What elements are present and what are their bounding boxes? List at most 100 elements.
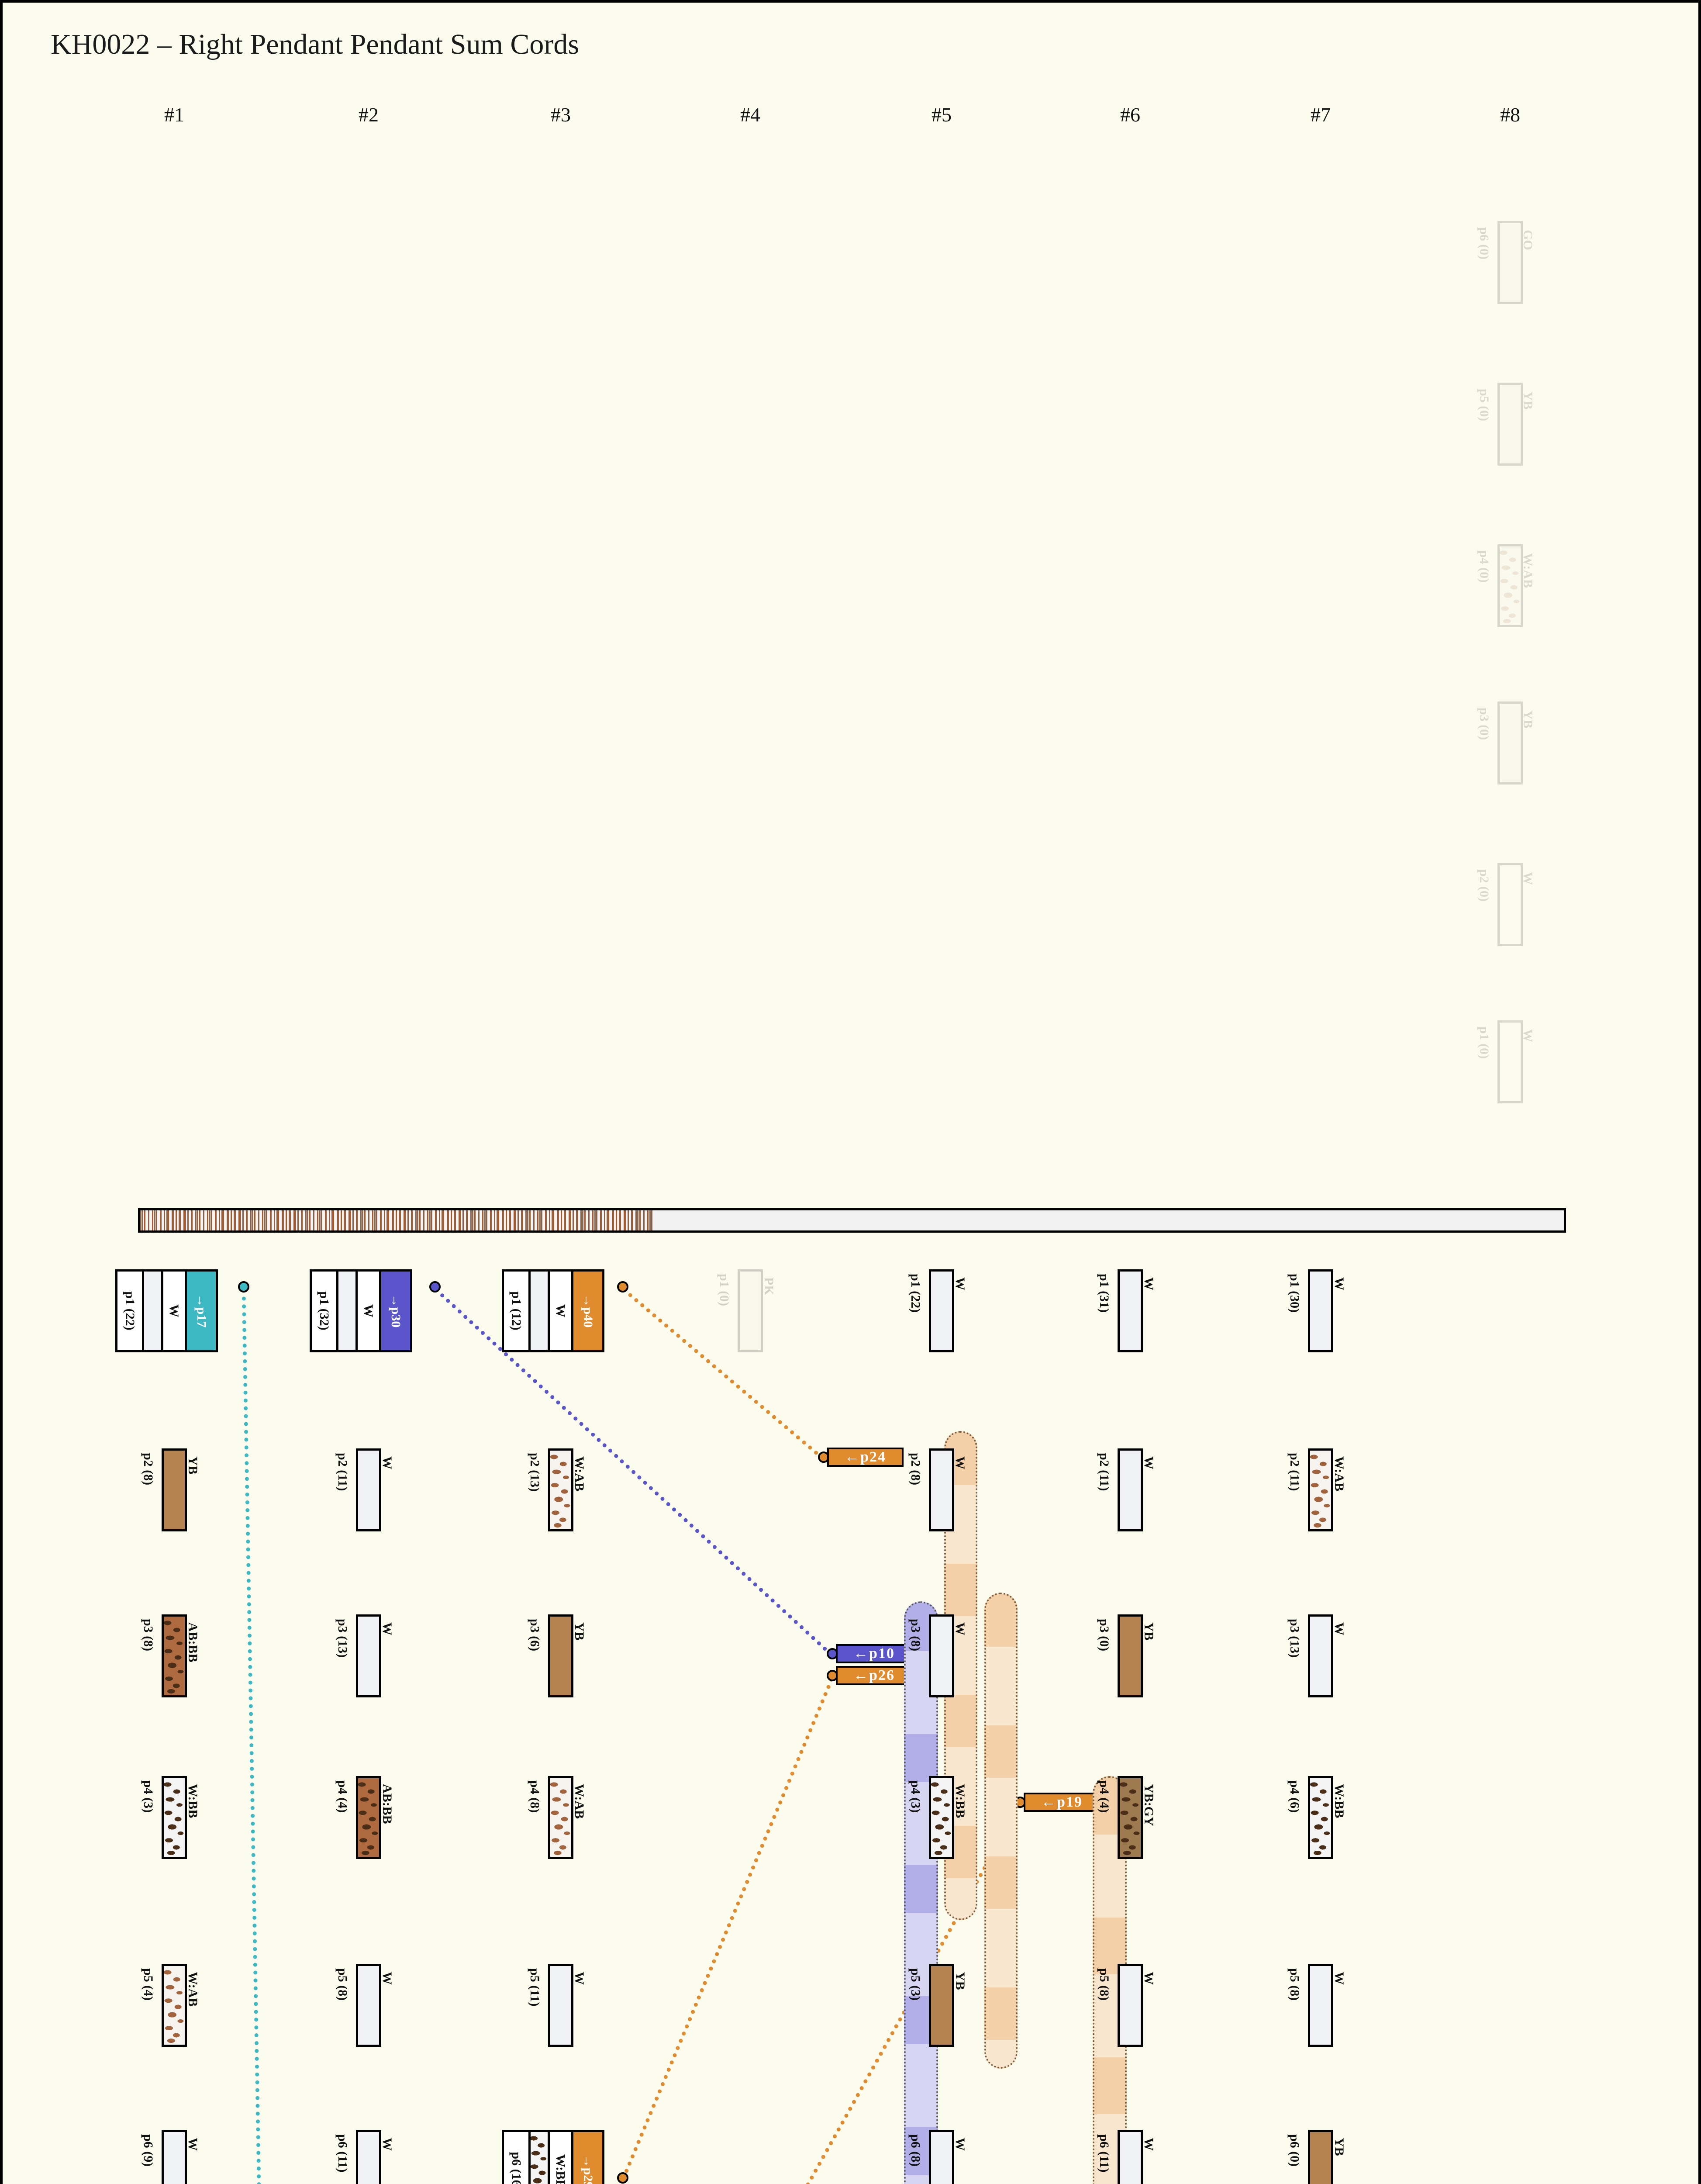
cord-color-code: W: [380, 1456, 394, 1469]
cord-value: p2 (11): [1097, 1453, 1111, 1491]
cord-color-code: W: [163, 1272, 187, 1350]
cord-color-code-text: W: [553, 1304, 568, 1317]
cord-col7-p1[interactable]: p1 (30) W: [1287, 1269, 1346, 1352]
cord-col7-p6[interactable]: p6 (0) YB: [1287, 2130, 1346, 2184]
cord-col6-p6[interactable]: p6 (11) W: [1097, 2130, 1156, 2184]
cord-link-label[interactable]: →p17: [186, 1272, 216, 1350]
cord-col2-p3[interactable]: p3 (13) W: [335, 1614, 394, 1697]
cord-value: p6 (16): [504, 2132, 531, 2184]
cord-box-col3-p6[interactable]: p6 (16) W:BB →p29: [501, 2130, 604, 2184]
cord-col2-p2[interactable]: p2 (11) W: [335, 1448, 394, 1531]
cord-value: p6 (8): [908, 2134, 923, 2167]
cord-col3-p2[interactable]: p2 (13) W:AB: [528, 1448, 587, 1531]
cord-value-text: p6 (16): [509, 2152, 524, 2184]
cord-col1-p5[interactable]: p5 (4) W:AB: [141, 1964, 200, 2047]
cord-box-col3-p1[interactable]: p1 (12) W →p40: [501, 1269, 604, 1352]
cord-value: p3 (13): [1287, 1619, 1302, 1658]
ghost-cord-p2: p2 (0) W: [1477, 863, 1535, 946]
cord-col6-p4[interactable]: p4 (4) YB:GY: [1097, 1776, 1156, 1859]
cord-color-code: YB: [186, 1456, 200, 1475]
cord-box-col2-p1[interactable]: p1 (32) W →p30: [309, 1269, 412, 1352]
cord-link-label[interactable]: →p30: [381, 1272, 410, 1350]
cord-col2-p5[interactable]: p5 (8) W: [335, 1964, 394, 2047]
link-chip-p10[interactable]: ←p10: [836, 1644, 912, 1663]
cord-swatch: [548, 1614, 573, 1697]
ghost-cord-p5: p5 (0) YB: [1477, 383, 1535, 466]
cord-link-label[interactable]: →p40: [573, 1272, 602, 1350]
cord-link-label[interactable]: →p29: [573, 2132, 602, 2184]
ghost-cord-color-code: YB: [1521, 710, 1535, 729]
link-chip-p26[interactable]: ←p26: [836, 1666, 912, 1685]
link-p17-to-p1: [242, 1289, 267, 2184]
cord-value: p5 (11): [528, 1968, 542, 2007]
cord-value-text: p1 (32): [317, 1291, 331, 1330]
cord-col1-p2[interactable]: p2 (8) YB: [141, 1448, 200, 1531]
cord-col1-p4[interactable]: p4 (3) W:BB: [141, 1776, 200, 1859]
ghost-swatch: [1497, 544, 1523, 627]
column-header-2: #2: [359, 104, 379, 126]
column-header-4: #4: [740, 104, 760, 126]
cord-col1-p6[interactable]: p6 (9) W: [141, 2130, 200, 2184]
cord-swatch: [530, 1272, 550, 1350]
cord-value: p4 (4): [1097, 1780, 1111, 1813]
cord-value: p5 (8): [1097, 1968, 1111, 2001]
link-p29-to-p26: [621, 1676, 835, 2181]
cord-col6-p3[interactable]: p3 (0) YB: [1097, 1614, 1156, 1697]
cord-col7-p5[interactable]: p5 (8) W: [1287, 1964, 1346, 2047]
cord-col3-p4[interactable]: p4 (8) W:AB: [528, 1776, 587, 1859]
cord-color-code: W:BB: [186, 1784, 200, 1818]
cord-col7-p3[interactable]: p3 (13) W: [1287, 1614, 1346, 1697]
cord-color-code: W:AB: [572, 1784, 587, 1819]
cord-swatch: [1308, 2130, 1333, 2184]
link-origin-p40: [617, 1281, 628, 1292]
link-chip-p24[interactable]: ←p24: [827, 1448, 904, 1467]
column-header-7: #7: [1311, 104, 1331, 126]
cord-color-code: W: [953, 1277, 967, 1290]
cord-col3-p5[interactable]: p5 (11) W: [528, 1964, 587, 2047]
column-header-5: #5: [932, 104, 952, 126]
cord-col2-p4[interactable]: p4 (4) AB:BB: [335, 1776, 394, 1859]
cord-color-code: W: [1332, 1972, 1346, 1985]
cord-color-code: AB:BB: [186, 1622, 200, 1662]
cord-col3-p3[interactable]: p3 (6) YB: [528, 1614, 587, 1697]
cord-col5-p4[interactable]: p4 (3) W:BB: [908, 1776, 967, 1859]
cord-color-code: W: [572, 1972, 587, 1985]
cord-box-col1-p1[interactable]: p1 (22) W →p17: [115, 1269, 218, 1352]
cord-link-label-text: →p30: [388, 1294, 403, 1328]
cord-col5-p3[interactable]: p3 (8) W: [908, 1614, 967, 1697]
cord-col5-p1[interactable]: p1 (22) W: [908, 1269, 967, 1352]
cord-color-code: W: [186, 2138, 200, 2151]
cord-color-code: W:AB: [572, 1456, 587, 1492]
ghost-cord-p4: p4 (0) W:AB: [1477, 544, 1535, 627]
cord-col2-p6[interactable]: p6 (11) W: [335, 2130, 394, 2184]
cord-value: p2 (8): [908, 1453, 923, 1486]
cord-color-code: W: [1142, 1277, 1156, 1290]
cord-col5-p2[interactable]: p2 (8) W: [908, 1448, 967, 1531]
cord-swatch: [1118, 1776, 1143, 1859]
cord-col6-p1[interactable]: p1 (31) W: [1097, 1269, 1156, 1352]
cord-swatch: [356, 1776, 381, 1859]
cord-value: p5 (3): [908, 1968, 923, 2001]
cord-col5-p5[interactable]: p5 (3) YB: [908, 1964, 967, 2047]
cord-color-code-text: W: [361, 1304, 376, 1317]
column-header-8: #8: [1500, 104, 1520, 126]
cord-value: p5 (8): [1287, 1968, 1302, 2001]
cord-col6-p5[interactable]: p5 (8) W: [1097, 1964, 1156, 2047]
cord-swatch: [356, 1448, 381, 1531]
cord-col7-p2[interactable]: p2 (11) W:AB: [1287, 1448, 1346, 1531]
cord-swatch: [738, 1269, 763, 1352]
cord-col1-p3[interactable]: p3 (8) AB:BB: [141, 1614, 200, 1697]
cord-col6-p2[interactable]: p2 (11) W: [1097, 1448, 1156, 1531]
cord-col7-p4[interactable]: p4 (6) W:BB: [1287, 1776, 1346, 1859]
cord-col5-p6[interactable]: p6 (8) W: [908, 2130, 967, 2184]
cord-color-code: W:BB: [1332, 1784, 1346, 1818]
cord-swatch: [1118, 2130, 1143, 2184]
link-chip-p19[interactable]: ←p19: [1024, 1793, 1100, 1812]
cord-swatch: [356, 1614, 381, 1697]
cord-col4-p1[interactable]: p1 (0) PK: [717, 1269, 776, 1352]
cord-color-code: W: [357, 1272, 381, 1350]
column-header-3: #3: [551, 104, 571, 126]
cord-value-text: p1 (12): [509, 1291, 524, 1330]
cord-link-label-text: →p17: [194, 1294, 209, 1328]
cord-value: p4 (4): [335, 1780, 350, 1813]
